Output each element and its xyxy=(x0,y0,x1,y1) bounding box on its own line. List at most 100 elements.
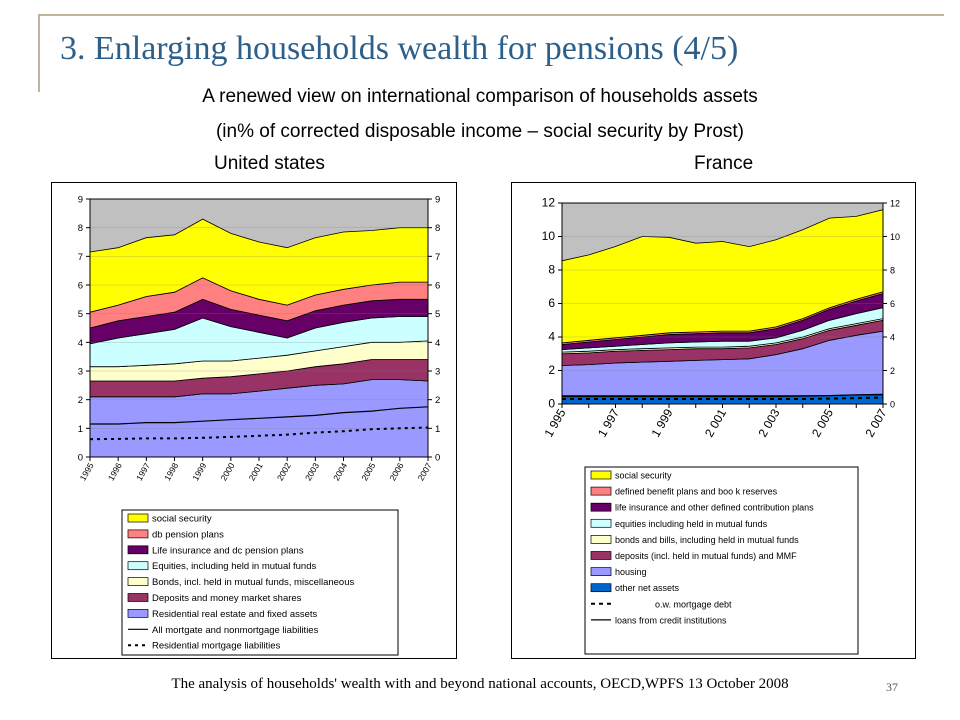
us-panel-title: United states xyxy=(214,153,325,174)
fr-legend-label: bonds and bills, including held in mutua… xyxy=(615,535,799,545)
fr-legend-swatch xyxy=(590,535,612,544)
us-legend-swatch xyxy=(127,593,149,602)
fr-ytick-label-left: 6 xyxy=(548,296,555,310)
slide-footer: The analysis of households' wealth with … xyxy=(171,676,789,692)
us-ytick-label-left: 4 xyxy=(78,338,83,349)
fr-ytick-label-left: 0 xyxy=(548,397,555,411)
us-legend-label: Residential mortgage liabilities xyxy=(152,641,281,652)
fr-ytick-label-right: 6 xyxy=(890,299,895,309)
us-legend-label: db pension plans xyxy=(152,529,224,540)
fr-legend-swatch xyxy=(590,470,612,480)
us-legend-label: Equities, including held in mutual funds xyxy=(152,561,316,572)
fr-legend-swatch xyxy=(590,502,612,512)
fr-xtick-label: 2 001 xyxy=(702,406,729,439)
us-ytick-label-right: 9 xyxy=(435,195,440,206)
fr-ytick-label-left: 12 xyxy=(542,196,556,210)
fr-legend-label: other net assets xyxy=(615,583,680,593)
us-legend-label: Deposits and money market shares xyxy=(152,593,302,604)
us-ytick-label-left: 8 xyxy=(78,223,83,234)
fr-legend xyxy=(584,466,859,655)
fr-legend-label: social security xyxy=(615,471,672,481)
us-xtick-label: 1999 xyxy=(190,461,208,483)
us-ytick-label-left: 1 xyxy=(78,424,83,435)
fr-xtick-label: 2 005 xyxy=(809,406,836,439)
us-ytick-label-right: 3 xyxy=(435,367,440,378)
us-ytick-label-left: 9 xyxy=(78,195,83,206)
france-chart-svg: 0 2 4 6 8 10 12 0 2 4 6 8 10 12 1 995 1 997 1 999 2 001 2 … xyxy=(541,196,900,655)
page-number: 37 xyxy=(886,680,898,694)
france-panel-title: France xyxy=(694,153,754,174)
fr-ytick-label-right: 2 xyxy=(890,366,895,376)
fr-ytick-label-right: 8 xyxy=(890,266,895,276)
fr-ytick-label-right: 4 xyxy=(890,333,895,343)
slide-subtitle-line1: A renewed view on international comparis… xyxy=(202,86,758,107)
us-line-residential-mortgage-liabilities xyxy=(89,426,429,441)
fr-legend-label: loans from credit institutions xyxy=(615,615,727,625)
us-legend-swatch xyxy=(127,513,149,523)
us-ytick-label-left: 5 xyxy=(78,309,83,320)
us-ytick-label-left: 6 xyxy=(78,281,83,292)
us-legend-swatch xyxy=(127,561,149,571)
slide-title: 3. Enlarging households wealth for pensi… xyxy=(60,30,739,67)
us-legend-swatch xyxy=(127,529,149,539)
slide-frame-left xyxy=(38,14,40,92)
fr-xtick-label: 1 999 xyxy=(648,406,675,439)
us-xtick-label: 2006 xyxy=(387,461,405,483)
fr-line-o-w-mortgage-debt xyxy=(562,396,884,400)
us-xtick-label: 2002 xyxy=(275,461,293,483)
us-legend xyxy=(121,509,399,656)
us-line-all-mortgate-and-nonmortgage-liabilities xyxy=(90,406,429,425)
fr-legend-label: o.w. mortgage debt xyxy=(655,599,732,609)
us-xtick-label: 2005 xyxy=(359,461,377,483)
us-ytick-label-right: 4 xyxy=(435,338,440,349)
us-ytick-label-right: 0 xyxy=(435,453,440,464)
us-legend-label: Residential real estate and fixed assets xyxy=(152,609,318,620)
fr-xtick-label: 1 997 xyxy=(595,406,622,439)
us-xtick-label: 1997 xyxy=(134,461,152,483)
us-ytick-label-left: 2 xyxy=(78,395,83,406)
fr-legend-label: life insurance and other defined contrib… xyxy=(615,503,814,513)
us-ytick-label-left: 7 xyxy=(78,252,83,263)
us-ytick-label-right: 6 xyxy=(435,281,440,292)
us-chart-svg: 0 1 2 3 4 5 6 7 8 9 0 1 2 3 4 5 6 7 8 9 1995 1996 1997 1998 1999… xyxy=(78,195,440,656)
fr-legend-swatch xyxy=(590,551,612,560)
fr-ytick-label-left: 10 xyxy=(542,229,556,243)
fr-legend-swatch xyxy=(590,486,612,496)
slide-subtitle-line2: (in% of corrected disposable income – so… xyxy=(215,121,744,142)
us-ytick-label-right: 1 xyxy=(435,424,440,435)
us-ytick-label-left: 3 xyxy=(78,367,83,378)
us-legend-swatch xyxy=(127,577,149,586)
us-ytick-label-right: 2 xyxy=(435,395,440,406)
us-legend-label: Life insurance and dc pension plans xyxy=(152,545,304,556)
france-chart: 0 2 4 6 8 10 12 0 2 4 6 8 10 12 1 995 1 997 1 999 2 001 2 … xyxy=(511,182,916,659)
fr-legend-swatch xyxy=(590,583,612,593)
fr-legend-label: housing xyxy=(615,567,647,577)
us-xtick-label: 2003 xyxy=(303,461,321,483)
fr-ytick-label-right: 10 xyxy=(890,232,900,242)
fr-ytick-label-left: 4 xyxy=(548,330,555,344)
us-legend-label: Bonds, incl. held in mutual funds, misce… xyxy=(152,577,355,588)
us-xtick-label: 1995 xyxy=(78,461,96,483)
us-ytick-label-right: 8 xyxy=(435,223,440,234)
fr-ytick-label-left: 8 xyxy=(548,263,555,277)
us-legend-swatch xyxy=(127,545,149,555)
us-xtick-label: 2007 xyxy=(416,461,434,483)
fr-line-loans-from-credit-institutions xyxy=(562,393,884,398)
us-legend-label: All mortgate and nonmortgage liabilities xyxy=(152,625,319,636)
us-xtick-label: 1998 xyxy=(162,461,180,483)
us-xtick-label: 2001 xyxy=(247,461,265,483)
fr-ytick-label-right: 0 xyxy=(890,400,895,410)
fr-legend-swatch xyxy=(590,567,612,576)
us-xtick-label: 2004 xyxy=(331,461,349,483)
us-legend-swatch xyxy=(127,609,149,618)
us-ytick-label-right: 5 xyxy=(435,309,440,320)
us-ytick-label-right: 7 xyxy=(435,252,440,263)
fr-xtick-label: 2 003 xyxy=(755,406,782,439)
us-chart: 0 1 2 3 4 5 6 7 8 9 0 1 2 3 4 5 6 7 8 9 1995 1996 1997 1998 1999… xyxy=(51,182,457,659)
fr-legend-label: defined benefit plans and boo k reserves xyxy=(615,487,778,497)
us-xtick-label: 1996 xyxy=(106,461,124,483)
slide-frame-top xyxy=(38,14,944,16)
fr-legend-swatch xyxy=(590,518,612,528)
fr-xtick-label: 1 995 xyxy=(541,406,568,439)
fr-legend-label: deposits (incl. held in mutual funds) an… xyxy=(615,551,797,561)
